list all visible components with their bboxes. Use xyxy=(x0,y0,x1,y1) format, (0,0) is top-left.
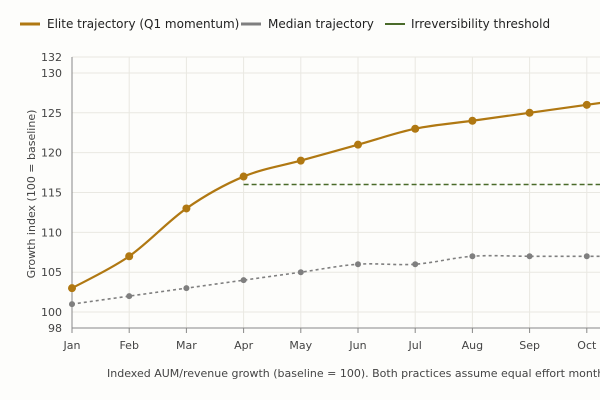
x-axis-title: Indexed AUM/revenue growth (baseline = 1… xyxy=(107,367,600,380)
x-tick-label: Jun xyxy=(348,339,366,352)
y-axis-title: Growth index (100 = baseline) xyxy=(25,110,38,279)
data-point-median xyxy=(240,277,247,284)
series-layer xyxy=(68,100,600,308)
x-tick-label: Sep xyxy=(519,339,540,352)
data-point-elite xyxy=(296,156,305,165)
legend-label-median: Median trajectory xyxy=(268,17,374,31)
data-point-median xyxy=(583,253,590,260)
series-elite xyxy=(68,100,600,293)
y-tick-label: 125 xyxy=(41,107,62,120)
y-tick-label: 98 xyxy=(48,322,62,335)
data-point-elite xyxy=(239,172,248,181)
x-tick-label: May xyxy=(289,339,312,352)
data-point-elite xyxy=(354,140,362,149)
data-point-elite xyxy=(125,252,134,261)
data-point-elite xyxy=(525,108,534,117)
y-tick-label: 115 xyxy=(41,187,62,200)
data-point-median xyxy=(355,261,361,268)
series-median xyxy=(69,253,600,308)
data-point-median xyxy=(469,253,476,260)
data-point-median xyxy=(126,293,133,300)
data-point-median xyxy=(69,301,75,308)
y-tick-label: 100 xyxy=(41,306,62,319)
legend-label-threshold: Irreversibility threshold xyxy=(411,17,550,31)
x-tick-label: Apr xyxy=(234,339,254,352)
grid-lines xyxy=(71,56,600,329)
x-tick-label: Mar xyxy=(176,339,197,352)
legend: Elite trajectory (Q1 momentum) Median tr… xyxy=(20,17,550,31)
data-point-median xyxy=(183,285,190,292)
x-tick-label: Jul xyxy=(408,339,422,352)
data-point-elite xyxy=(582,100,591,109)
y-tick-label: 132 xyxy=(41,51,62,64)
axes xyxy=(71,57,600,329)
x-tick-label: Oct xyxy=(577,339,597,352)
data-point-elite xyxy=(182,204,191,213)
legend-label-elite: Elite trajectory (Q1 momentum) xyxy=(47,17,239,31)
data-point-median xyxy=(526,253,533,260)
x-tick-label: Feb xyxy=(119,339,138,352)
data-point-elite xyxy=(68,284,76,293)
data-point-median xyxy=(297,269,304,276)
data-point-elite xyxy=(411,124,420,133)
data-point-elite xyxy=(468,116,477,125)
x-tick-label: Aug xyxy=(462,339,483,352)
y-tick-label: 110 xyxy=(41,226,62,239)
x-tick-label: Jan xyxy=(63,339,81,352)
data-point-median xyxy=(412,261,419,268)
y-axis-ticks: 98 100 105 110 115 120 125 130 132 xyxy=(41,51,62,335)
series-line-median xyxy=(71,254,600,305)
y-tick-label: 130 xyxy=(41,67,62,80)
y-tick-label: 120 xyxy=(41,147,62,160)
x-axis-ticks: Jan Feb Mar Apr May Jun Jul Aug Sep Oct xyxy=(63,328,597,352)
y-tick-label: 105 xyxy=(41,266,62,279)
